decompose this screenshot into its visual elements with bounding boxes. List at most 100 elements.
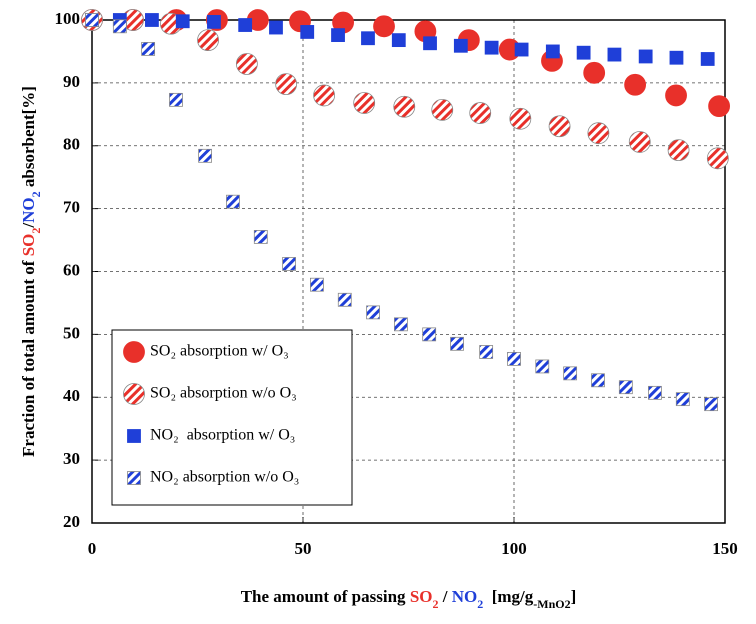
legend-label: NO₂ absorption w/ O₃	[150, 427, 295, 444]
point	[576, 45, 591, 60]
x-axis-label-part: -MnO2	[533, 597, 570, 611]
legend-label: SO₂ absorption w/o O₃	[150, 385, 297, 402]
y-axis-label-part: Fraction of total amount of	[19, 256, 38, 457]
point	[269, 20, 283, 35]
point	[313, 84, 336, 107]
point	[675, 392, 690, 407]
y-axis-label-part: 2	[29, 191, 43, 197]
point	[479, 345, 494, 359]
point	[514, 42, 529, 57]
point	[450, 336, 464, 351]
point	[394, 317, 408, 332]
y-axis-label-part: /	[19, 223, 38, 229]
point	[141, 42, 156, 56]
x-axis-label-part: 2	[477, 597, 483, 611]
point	[453, 38, 468, 53]
point	[667, 139, 690, 162]
x-tick-label: 50	[295, 539, 312, 558]
y-tick-label: 70	[63, 198, 80, 217]
point	[535, 359, 550, 374]
point	[300, 25, 315, 39]
point	[706, 147, 729, 170]
point	[198, 148, 212, 163]
point	[704, 397, 718, 412]
point	[175, 14, 190, 29]
x-axis-label: The amount of passing SO2 / NO2 [mg/g-Mn…	[241, 587, 577, 611]
point	[669, 50, 684, 65]
point	[628, 131, 651, 153]
y-axis-label-part: absorbent[%]	[19, 86, 38, 191]
point	[112, 19, 127, 34]
y-tick-label: 30	[63, 449, 80, 468]
x-tick-label: 100	[501, 539, 527, 558]
point	[197, 29, 219, 52]
legend-marker	[127, 471, 141, 485]
point	[373, 15, 395, 38]
legend-label: NO₂ absorption w/o O₃	[150, 469, 299, 486]
legend-marker	[123, 383, 145, 405]
point	[275, 73, 298, 96]
point	[253, 230, 268, 244]
y-tick-label: 90	[63, 72, 80, 91]
point	[618, 380, 633, 395]
point	[648, 385, 662, 400]
point	[423, 36, 437, 51]
y-axis-label-part: SO	[19, 234, 38, 257]
x-tick-label: 150	[712, 539, 738, 558]
point	[85, 13, 99, 27]
y-axis-label-part: NO	[19, 197, 38, 223]
point	[145, 13, 159, 27]
point	[548, 115, 571, 138]
y-tick-label: 50	[63, 323, 80, 342]
y-tick-label: 100	[55, 9, 81, 28]
plot-frame	[91, 19, 726, 524]
point	[545, 44, 560, 59]
point	[235, 53, 258, 75]
point	[431, 99, 454, 121]
x-axis-label-part: [mg/g	[483, 587, 534, 606]
point	[607, 47, 622, 62]
legend-box	[111, 329, 353, 506]
point	[509, 107, 532, 130]
point	[583, 61, 606, 84]
point	[591, 373, 605, 388]
point	[207, 14, 221, 29]
y-axis-label-part: 2	[29, 228, 43, 234]
point	[422, 327, 437, 342]
x-axis-label-part: SO	[410, 587, 433, 606]
point	[393, 95, 416, 118]
point	[469, 102, 492, 124]
point	[638, 49, 653, 64]
y-tick-label: 40	[63, 386, 80, 405]
point	[587, 122, 610, 145]
point	[484, 40, 499, 55]
x-axis-label-part: /	[439, 587, 452, 606]
x-axis-label-part: The amount of passing	[241, 587, 410, 606]
point	[337, 292, 352, 307]
x-axis-label-part: 2	[433, 597, 439, 611]
point	[665, 84, 687, 107]
point	[226, 194, 240, 209]
y-axis-label: Fraction of total amount of SO2/NO2 abso…	[19, 86, 43, 457]
point	[353, 92, 376, 114]
y-tick-label: 60	[63, 260, 80, 279]
point	[391, 33, 406, 48]
point	[282, 257, 296, 271]
y-tick-label: 80	[63, 135, 80, 154]
point	[361, 31, 375, 46]
y-tick-label: 20	[63, 512, 80, 531]
point	[238, 18, 253, 32]
point	[331, 28, 345, 42]
point	[366, 305, 380, 320]
legend-marker	[127, 429, 141, 443]
point	[563, 366, 578, 381]
legend-marker	[123, 341, 145, 363]
point	[708, 95, 730, 118]
point	[169, 92, 183, 107]
x-tick-label: 0	[88, 539, 97, 558]
point	[624, 73, 647, 96]
point	[310, 277, 324, 292]
point	[507, 351, 521, 366]
legend-label: SO₂ absorption w/ O₃	[150, 343, 289, 360]
